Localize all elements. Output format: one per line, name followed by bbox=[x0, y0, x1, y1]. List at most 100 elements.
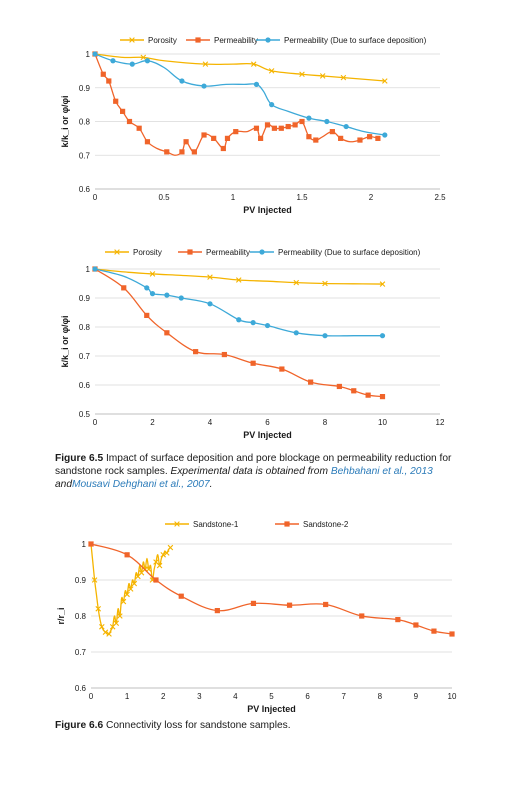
reference-link-behbahani[interactable]: Behbahani et al., 2013 bbox=[330, 466, 433, 477]
x-tick-label: 12 bbox=[436, 418, 445, 427]
legend-item: Sandstone-2 bbox=[275, 520, 349, 529]
data-point bbox=[365, 392, 371, 398]
data-point bbox=[99, 624, 105, 630]
data-point bbox=[382, 78, 388, 84]
legend-label: Permeability (Due to surface deposition) bbox=[278, 248, 421, 257]
data-point bbox=[323, 601, 329, 608]
x-tick-label: 2.5 bbox=[434, 193, 446, 202]
legend-label: Permeability bbox=[206, 248, 250, 257]
legend-label: Sandstone-2 bbox=[303, 520, 349, 529]
data-point bbox=[144, 312, 150, 318]
legend-swatch-marker bbox=[259, 249, 265, 255]
data-point bbox=[449, 631, 455, 637]
data-point bbox=[236, 317, 242, 323]
y-tick-label: 0.6 bbox=[75, 684, 87, 693]
data-point bbox=[120, 598, 127, 605]
legend-label: Permeability bbox=[214, 36, 258, 45]
y-tick-label: 0.8 bbox=[79, 118, 91, 127]
data-point bbox=[178, 593, 184, 599]
caption-and: and bbox=[55, 479, 72, 490]
series-porosity bbox=[92, 51, 388, 84]
y-tick-label: 1 bbox=[86, 265, 91, 274]
data-point bbox=[127, 586, 134, 592]
data-point bbox=[106, 78, 112, 84]
y-axis-title: k/k_i or φ/φi bbox=[60, 96, 70, 148]
data-point bbox=[375, 135, 381, 141]
legend-item: Permeability bbox=[186, 36, 258, 45]
legend-label: Porosity bbox=[133, 248, 162, 257]
data-point bbox=[120, 108, 126, 114]
legend-item: Permeability bbox=[178, 248, 250, 257]
series-line bbox=[94, 53, 385, 82]
series-line bbox=[94, 268, 383, 337]
legend-swatch-marker bbox=[284, 521, 290, 527]
x-tick-label: 8 bbox=[323, 418, 328, 427]
data-point bbox=[379, 281, 386, 287]
series-permeability bbox=[92, 266, 386, 400]
data-point bbox=[271, 125, 277, 131]
x-tick-label: 1 bbox=[231, 193, 236, 202]
data-point bbox=[100, 71, 106, 77]
data-point bbox=[359, 613, 365, 619]
data-point bbox=[343, 123, 349, 130]
data-point bbox=[179, 149, 185, 155]
data-point bbox=[179, 78, 185, 84]
x-tick-label: 2 bbox=[150, 418, 155, 427]
reference-link-mousavi[interactable]: Mousavi Dehghani et al., 2007 bbox=[72, 479, 210, 490]
data-point bbox=[126, 118, 133, 125]
data-point bbox=[413, 622, 419, 628]
data-point bbox=[144, 139, 151, 145]
series-line bbox=[94, 268, 383, 285]
data-point bbox=[201, 83, 207, 89]
caption-text: Connectivity loss for sandstone samples. bbox=[105, 720, 291, 731]
data-point bbox=[121, 285, 127, 291]
series-permeability-due-to-surface-deposition- bbox=[92, 266, 386, 339]
data-point bbox=[224, 135, 231, 141]
data-point bbox=[322, 333, 328, 339]
y-tick-label: 0.7 bbox=[75, 648, 87, 657]
data-point bbox=[113, 98, 119, 104]
legend-item: Permeability (Due to surface deposition) bbox=[250, 248, 421, 257]
legend-item: Sandstone-1 bbox=[165, 520, 239, 529]
data-point bbox=[235, 277, 242, 283]
data-point bbox=[306, 134, 312, 140]
data-point bbox=[322, 280, 328, 287]
y-tick-label: 0.9 bbox=[79, 294, 91, 303]
data-point bbox=[336, 383, 342, 390]
data-point bbox=[160, 552, 166, 558]
series-permeability-due-to-surface-deposition- bbox=[92, 51, 388, 138]
data-point bbox=[319, 73, 326, 79]
y-tick-label: 0.7 bbox=[79, 151, 91, 160]
data-point bbox=[220, 145, 226, 152]
data-point bbox=[106, 631, 112, 637]
y-tick-label: 0.8 bbox=[75, 612, 87, 621]
data-point bbox=[221, 351, 227, 358]
data-point bbox=[293, 279, 300, 286]
series-line bbox=[94, 268, 383, 398]
legend-swatch-marker bbox=[195, 37, 201, 43]
data-point bbox=[214, 608, 220, 614]
gridlines bbox=[91, 543, 452, 689]
caption-text: Impact of surface deposition and pore bl… bbox=[55, 453, 452, 477]
y-tick-label: 0.7 bbox=[79, 352, 91, 361]
data-point bbox=[207, 274, 213, 280]
y-tick-label: 0.5 bbox=[79, 410, 91, 419]
data-point bbox=[264, 122, 271, 128]
data-point bbox=[211, 135, 217, 141]
data-point bbox=[285, 123, 291, 130]
x-tick-label: 10 bbox=[378, 418, 387, 427]
data-point bbox=[92, 51, 98, 57]
data-point bbox=[131, 580, 138, 587]
data-point bbox=[145, 566, 152, 572]
legend-swatch-marker bbox=[174, 521, 180, 527]
legend-swatch-marker bbox=[129, 37, 135, 43]
data-point bbox=[278, 125, 284, 131]
data-point bbox=[183, 139, 189, 145]
data-point bbox=[269, 102, 275, 108]
legend-item: Permeability (Due to surface deposition) bbox=[256, 36, 427, 45]
x-tick-label: 1.5 bbox=[296, 193, 308, 202]
x-tick-label: 7 bbox=[341, 692, 346, 701]
chart-surface-deposition-large-pv: 0.5 0.6 0.7 0.8 0.9 1 0 2 4 6 8 10 12 PV Injected k/k_… bbox=[0, 240, 531, 445]
data-point bbox=[124, 552, 130, 558]
legend-swatch-marker bbox=[265, 37, 271, 43]
